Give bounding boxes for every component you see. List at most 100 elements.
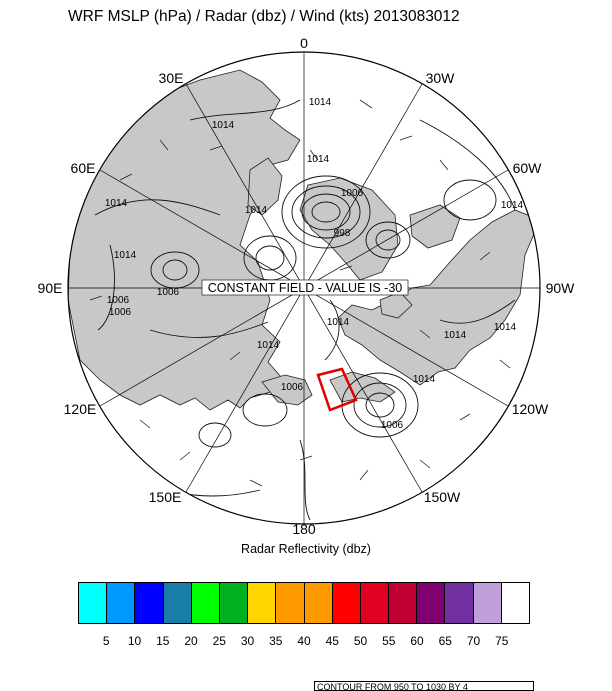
isobar-label: 1006	[381, 420, 404, 431]
colorbar-tick-label: 60	[410, 634, 424, 648]
lon-label-60e: 60E	[71, 160, 96, 176]
wind-barb	[439, 159, 449, 171]
lon-label-90e: 90E	[38, 280, 63, 296]
colorbar-cell	[276, 583, 305, 623]
isobar	[97, 244, 115, 331]
isobar	[198, 422, 232, 448]
colorbar-cell	[79, 583, 108, 623]
isobar	[281, 175, 371, 249]
isobar	[189, 99, 301, 121]
globe-outline	[67, 51, 541, 525]
polar-map: 1014 1014 1014 1006 998 1014 1014 1014 1…	[38, 35, 576, 537]
isobar-label: 1014	[501, 200, 524, 211]
highlight-box	[316, 367, 358, 412]
colorbar-tick-labels: 5 10 15 20 25 30 35 40 45 50 55 60 65 70 75	[78, 634, 530, 650]
isobar-label: 1014	[494, 322, 517, 333]
isobar	[255, 245, 285, 271]
colorbar-tick-label: 50	[353, 634, 368, 648]
colorbar-cell	[389, 583, 418, 623]
wind-barb	[209, 145, 223, 151]
land-north-america	[337, 209, 540, 386]
isobar-label-group: 1014 1014 1014 1006 998 1014 1014 1014 1…	[105, 97, 524, 431]
colorbar-tick-label: 65	[438, 634, 452, 648]
isobar-label: 1014	[309, 97, 332, 108]
lon-label-30w: 30W	[426, 70, 456, 86]
colorbar-tick-label: 70	[466, 634, 481, 648]
isobar-label: 1014	[245, 205, 268, 216]
colorbar-tick-label: 15	[156, 634, 170, 648]
land-greenland	[299, 177, 399, 281]
wind-barb	[309, 149, 319, 161]
isobar	[291, 185, 361, 239]
lon-label-0: 0	[300, 35, 308, 51]
colorbar-cell	[501, 583, 529, 623]
colorbar-tick-label: 30	[240, 634, 255, 648]
isobar	[94, 199, 221, 216]
isobar-label: 1014	[105, 198, 128, 209]
lon-label-30e: 30E	[159, 70, 184, 86]
isobar-label: 1014	[257, 340, 280, 351]
isobar	[162, 259, 188, 281]
wind-barb	[139, 419, 151, 429]
colorbar-tick-label: 45	[325, 634, 339, 648]
isobar	[365, 221, 411, 259]
isobar	[443, 179, 497, 221]
wind-barb	[159, 139, 169, 151]
lon-label-120e: 120E	[64, 401, 97, 417]
isobars	[94, 99, 516, 521]
isobar	[375, 229, 401, 251]
isobar-label: 1006	[281, 382, 304, 393]
contour-info-box: CONTOUR FROM 950 TO 1030 BY 4	[314, 681, 534, 691]
wind-barb	[419, 459, 431, 469]
isobar-label: 1014	[307, 154, 330, 165]
wind-barb	[229, 351, 241, 361]
lon-label-180: 180	[292, 521, 316, 537]
colorbar-caption: Radar Reflectivity (dbz)	[241, 542, 371, 556]
isobar	[311, 201, 341, 223]
colorbar-cell	[417, 583, 446, 623]
lon-label-150w: 150W	[424, 489, 461, 505]
lon-label-150e: 150E	[149, 489, 182, 505]
colorbar	[78, 582, 530, 624]
isobar	[353, 382, 407, 428]
longitude-labels: 0 30E 30W 60E 60W 90E 90W 120E 120W 150E…	[38, 35, 576, 537]
lon-label-60w: 60W	[513, 160, 543, 176]
isobar	[324, 299, 340, 361]
colorbar-cell	[107, 583, 136, 623]
colorbar-cell	[135, 583, 164, 623]
isobar-label: 1014	[413, 374, 436, 385]
colorbar-tick-label: 10	[127, 634, 142, 648]
colorbar-tick-label: 25	[212, 634, 226, 648]
wind-barb	[299, 455, 313, 461]
land-scandinavia	[247, 157, 283, 216]
colorbar-cell	[219, 583, 249, 623]
colorbar-cell	[163, 583, 192, 623]
colorbar-tick-label: 5	[102, 634, 110, 648]
wind-barbs	[89, 99, 511, 487]
colorbar-tick-label: 20	[184, 634, 198, 648]
lon-label-120w: 120W	[512, 401, 549, 417]
field-note: CONSTANT FIELD - VALUE IS -30	[208, 281, 403, 295]
isobar	[301, 193, 351, 231]
isobar	[149, 321, 269, 338]
wind-barb	[499, 359, 511, 369]
wind-barb	[119, 173, 133, 181]
colorbar-cell	[304, 583, 333, 623]
wind-barb	[359, 469, 369, 481]
colorbar-cell	[445, 583, 474, 623]
colorbar-tick-label: 55	[382, 634, 396, 648]
wind-barb	[459, 413, 471, 421]
isobar	[439, 299, 516, 324]
wind-barb	[419, 329, 431, 339]
land-arctic-islands	[409, 204, 461, 249]
isobar-label: 1006	[109, 307, 132, 318]
wind-barb	[249, 479, 263, 487]
land-masses	[68, 69, 540, 411]
wind-barb	[89, 295, 103, 301]
colorbar-cell	[360, 583, 390, 623]
isobar	[299, 439, 311, 521]
colorbar-cell	[473, 583, 502, 623]
isobar-label: 998	[334, 228, 351, 239]
wind-barb	[339, 265, 353, 271]
land-chukotka	[261, 374, 313, 406]
